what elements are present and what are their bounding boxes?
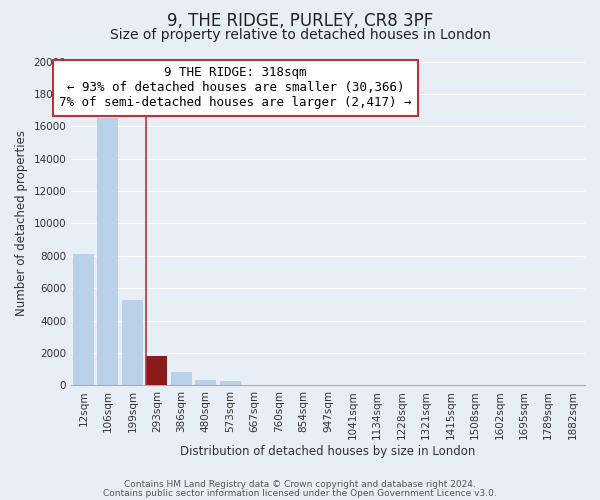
- Bar: [220, 382, 241, 386]
- Bar: [122, 300, 143, 386]
- Text: Size of property relative to detached houses in London: Size of property relative to detached ho…: [110, 28, 490, 42]
- Bar: [73, 254, 94, 386]
- Bar: [171, 372, 191, 386]
- Text: Contains HM Land Registry data © Crown copyright and database right 2024.: Contains HM Land Registry data © Crown c…: [124, 480, 476, 489]
- Text: 9, THE RIDGE, PURLEY, CR8 3PF: 9, THE RIDGE, PURLEY, CR8 3PF: [167, 12, 433, 30]
- Text: 9 THE RIDGE: 318sqm
← 93% of detached houses are smaller (30,366)
7% of semi-det: 9 THE RIDGE: 318sqm ← 93% of detached ho…: [59, 66, 412, 110]
- Text: Contains public sector information licensed under the Open Government Licence v3: Contains public sector information licen…: [103, 488, 497, 498]
- Bar: [97, 118, 118, 386]
- Bar: [146, 356, 167, 386]
- Y-axis label: Number of detached properties: Number of detached properties: [15, 130, 28, 316]
- X-axis label: Distribution of detached houses by size in London: Distribution of detached houses by size …: [181, 444, 476, 458]
- Bar: [196, 380, 216, 386]
